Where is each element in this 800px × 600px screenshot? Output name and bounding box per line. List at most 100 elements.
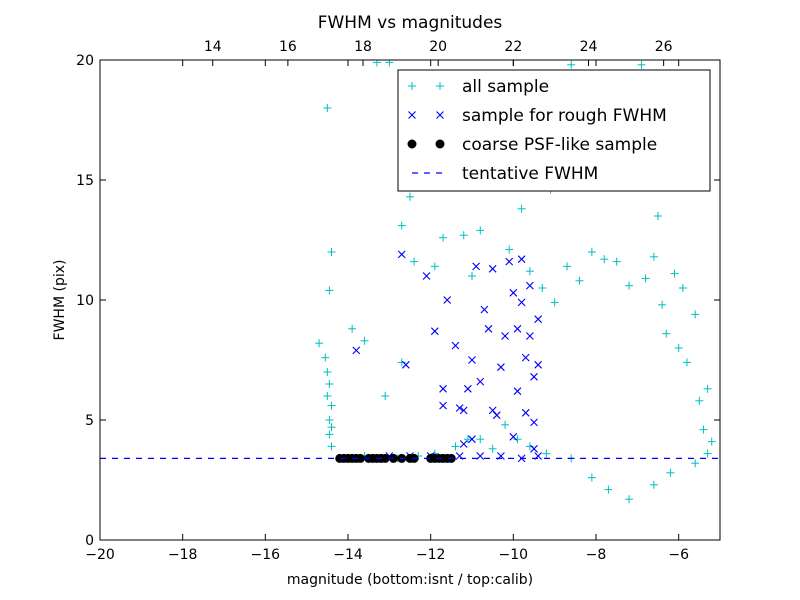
legend-item-0: all sample: [408, 77, 549, 97]
data-marks: [100, 60, 720, 504]
series-0-point-53: [625, 281, 634, 290]
series-0-point-12: [327, 442, 336, 451]
top-x-tick-label: 26: [655, 39, 673, 55]
series-0-point-38: [637, 60, 646, 69]
legend-swatch: [408, 82, 416, 90]
series-1-point-5: [439, 384, 447, 393]
x-axis-label: magnitude (bottom:isnt / top:calib): [287, 572, 533, 588]
series-1-point-19: [488, 264, 497, 273]
series-1-point-8: [451, 341, 460, 350]
series-0-point-46: [538, 284, 547, 292]
y-tick-label: 5: [85, 413, 94, 429]
series-0-point-71: [525, 442, 534, 451]
series-0-point-1: [327, 248, 336, 256]
series-0-point-73: [501, 420, 510, 429]
series-0-point-42: [691, 310, 700, 319]
x-tick-label: −16: [251, 547, 281, 563]
series-0-point-44: [707, 437, 716, 446]
series-1-point-29: [517, 298, 526, 307]
series-0-point-47: [550, 298, 559, 307]
series-1-point-35: [530, 372, 538, 381]
series-0-point-68: [587, 473, 596, 482]
series-0-point-74: [488, 444, 497, 453]
legend-label: coarse PSF-like sample: [462, 135, 657, 155]
series-1-point-11: [463, 384, 472, 393]
top-x-tick-label: 18: [354, 39, 372, 55]
series-0-point-59: [682, 358, 691, 367]
series-1-point-1: [397, 250, 406, 259]
top-x-tick-label: 14: [204, 39, 222, 55]
series-0-point-66: [625, 495, 634, 504]
series-0-point-29: [517, 204, 526, 213]
series-0-point-57: [662, 329, 671, 338]
series-0-point-40: [670, 269, 679, 278]
legend-item-2: coarse PSF-like sample: [407, 135, 657, 155]
series-0-point-19: [406, 192, 414, 201]
series-0-point-33: [567, 60, 576, 69]
series-0-point-72: [513, 435, 522, 444]
legend-swatch: [408, 111, 416, 119]
x-tick-label: −14: [333, 547, 363, 563]
series-0-point-77: [451, 442, 460, 451]
series-1-point-27: [513, 387, 522, 396]
series-0-point-2: [325, 286, 334, 295]
series-0-point-50: [587, 248, 596, 256]
series-1-point-17: [480, 305, 489, 314]
series-1-point-38: [534, 360, 543, 369]
series-0-point-13: [348, 324, 357, 333]
series-0-point-21: [410, 257, 419, 266]
series-0-point-75: [476, 435, 485, 444]
y-tick-label: 20: [76, 53, 94, 69]
top-x-tick-label: 20: [429, 39, 447, 55]
legend-swatch: [436, 82, 444, 90]
series-1-point-7: [443, 296, 452, 304]
series-1-point-39: [530, 444, 538, 453]
series-1-point-6: [439, 401, 447, 410]
chart-title: FWHM vs magnitudes: [318, 13, 503, 33]
legend-item-3: tentative FWHM: [412, 164, 598, 184]
series-0-point-60: [695, 396, 704, 405]
series-0-point-20: [397, 221, 406, 230]
series-1-point-21: [492, 411, 501, 420]
series-0-point-16: [385, 60, 394, 67]
series-0-point-43: [703, 384, 712, 393]
top-x-tick-label: 24: [580, 39, 598, 55]
plot-area: [100, 60, 720, 504]
series-0-point-62: [703, 449, 712, 458]
x-tick-label: −6: [668, 547, 689, 563]
series-0-point-64: [666, 468, 675, 477]
series-1-point-14: [468, 435, 476, 444]
series-0-point-26: [476, 226, 485, 235]
series-0-point-11: [325, 430, 334, 439]
series-0-point-65: [649, 480, 658, 489]
series-0-point-41: [678, 284, 687, 292]
series-1-point-26: [509, 432, 518, 441]
series-0-point-24: [459, 231, 468, 240]
series-0-point-14: [360, 336, 369, 345]
y-tick-label: 10: [76, 293, 94, 309]
series-2: [335, 453, 456, 463]
y-tick-label: 0: [85, 533, 94, 549]
series-0-point-4: [321, 353, 330, 362]
series-1-point-25: [509, 288, 518, 297]
legend-label: sample for rough FWHM: [462, 106, 667, 126]
series-0-point-67: [604, 485, 613, 494]
legend-label: tentative FWHM: [462, 164, 598, 184]
legend-swatch: [407, 139, 417, 149]
series-0-point-28: [505, 245, 514, 254]
series-0-point-18: [381, 392, 390, 400]
series-0-point-54: [641, 274, 650, 283]
series-0-point-3: [315, 339, 324, 348]
series-0-point-58: [674, 344, 683, 352]
series-0-point-76: [463, 435, 472, 444]
series-0-point-49: [575, 276, 584, 285]
x-tick-label: −12: [416, 547, 446, 563]
series-0-point-51: [600, 255, 609, 264]
series-1-point-16: [476, 377, 485, 386]
series-1-point-13: [459, 440, 468, 448]
series-0-point-25: [468, 272, 476, 280]
series-1-point-34: [525, 281, 534, 290]
series-0-point-45: [525, 267, 534, 276]
series-1-point-28: [513, 324, 522, 333]
series-0-point-70: [542, 449, 551, 458]
